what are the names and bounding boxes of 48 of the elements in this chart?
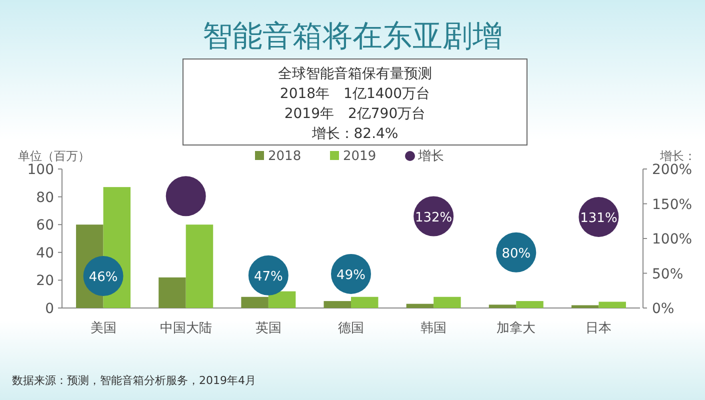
x-tick-label: 韩国 (420, 321, 447, 336)
bar (571, 305, 599, 308)
bar (406, 304, 434, 308)
bar (186, 224, 214, 308)
bar (268, 291, 296, 308)
x-tick-label: 中国大陆 (160, 321, 212, 336)
bar (351, 296, 378, 308)
y2-tick-label: 150% (652, 196, 692, 213)
legend-label: 2018 (268, 149, 302, 164)
bar (324, 301, 351, 308)
y2-tick-label: 50% (652, 266, 684, 282)
y-tick-label: 40 (36, 245, 54, 262)
data-label: 49% (336, 268, 366, 283)
bar (241, 296, 268, 308)
data-label: 46% (88, 270, 118, 286)
text: 增长：82.4% (310, 126, 398, 142)
y-tick-label: 20 (36, 273, 54, 290)
x-tick-label: 日本 (586, 321, 612, 336)
text: 全球智能音箱保有量预测 (278, 66, 432, 82)
x-tick-label: 德国 (338, 321, 364, 336)
y-tick-label: 100 (27, 162, 54, 178)
text: 2019年 2亿790万台 (284, 106, 426, 122)
y-tick-label: 80 (36, 190, 54, 206)
x-tick-label: 英国 (255, 321, 282, 336)
y2-tick-label: 100% (652, 232, 692, 248)
bar (434, 296, 461, 308)
data-label: 47% (254, 269, 283, 284)
bar (516, 301, 544, 308)
data-label: 131% (580, 210, 618, 226)
bar (598, 302, 626, 308)
y-axis-title: 单位（百万） (18, 149, 90, 163)
point (166, 176, 206, 216)
y-tick-label: 60 (36, 218, 54, 234)
bar (158, 277, 186, 308)
legend-label: 2019 (343, 149, 376, 164)
x-tick-label: 美国 (90, 320, 116, 336)
y-tick-label: 0 (45, 301, 54, 317)
y2-axis-title: 增长： (659, 149, 696, 163)
text: 2018年 1亿1400万台 (280, 86, 430, 102)
bar (488, 304, 516, 308)
data-label: 132% (414, 210, 452, 226)
x-tick-label: 加拿大 (496, 321, 536, 336)
chart-title: 智能音箱将在东亚剧增 (202, 19, 502, 54)
y2-tick-label: 0% (652, 301, 674, 317)
source-note: 数据来源：预测，智能音箱分析服务，2019年4月 (12, 374, 256, 387)
legend-label: 增长 (417, 149, 444, 164)
y2-tick-label: 200% (652, 162, 692, 178)
data-label: 80% (502, 246, 531, 262)
